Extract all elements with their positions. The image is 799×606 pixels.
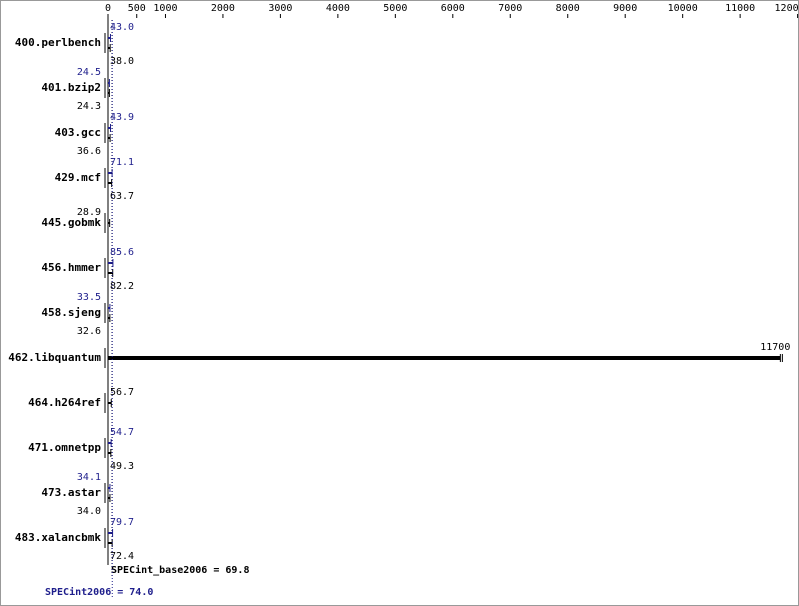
bar bbox=[108, 137, 111, 139]
bar bbox=[108, 307, 110, 309]
category-label: 445.gobmk bbox=[41, 216, 101, 229]
bar bbox=[108, 497, 110, 499]
category-label: 464.h264ref bbox=[28, 396, 101, 409]
value-label: 32.6 bbox=[77, 326, 101, 337]
x-tick-label: 4000 bbox=[326, 3, 350, 14]
bar bbox=[108, 37, 111, 39]
bar bbox=[108, 272, 113, 274]
value-label: 43.0 bbox=[110, 22, 134, 33]
value-label: 54.7 bbox=[110, 427, 134, 438]
value-label: 28.9 bbox=[77, 207, 101, 218]
value-label: 24.5 bbox=[77, 67, 101, 78]
value-label: 56.7 bbox=[110, 387, 134, 398]
value-label: 71.1 bbox=[110, 157, 134, 168]
category-label: 471.omnetpp bbox=[28, 441, 101, 454]
value-label: 36.6 bbox=[77, 146, 101, 157]
category-label: 473.astar bbox=[41, 486, 101, 499]
x-tick-label: 5000 bbox=[383, 3, 407, 14]
value-label: 79.7 bbox=[110, 517, 134, 528]
value-label: 11700 bbox=[760, 342, 790, 353]
value-label: 85.6 bbox=[110, 247, 134, 258]
category-label: 400.perlbench bbox=[15, 36, 101, 49]
bar bbox=[108, 532, 113, 534]
category-label: 483.xalancbmk bbox=[15, 531, 101, 544]
value-label: 63.7 bbox=[110, 191, 134, 202]
x-tick-label: 10000 bbox=[668, 3, 698, 14]
value-label: 38.0 bbox=[110, 56, 134, 67]
value-label: 34.0 bbox=[77, 506, 101, 517]
bar bbox=[108, 127, 111, 129]
x-tick-label: 500 bbox=[128, 3, 146, 14]
value-label: 34.1 bbox=[77, 472, 101, 483]
reference-label: SPECint_base2006 = 69.8 bbox=[111, 564, 249, 576]
bar bbox=[108, 542, 113, 544]
bar bbox=[108, 82, 110, 84]
value-label: 72.4 bbox=[110, 551, 134, 562]
bar bbox=[108, 402, 112, 404]
value-label: 82.2 bbox=[110, 281, 134, 292]
bar bbox=[108, 487, 110, 489]
bar bbox=[108, 222, 110, 224]
value-label: 49.3 bbox=[110, 461, 134, 472]
bar bbox=[108, 317, 110, 319]
bar bbox=[108, 172, 113, 174]
x-tick-label: 6000 bbox=[441, 3, 465, 14]
x-tick-label: 0 bbox=[105, 3, 111, 14]
bar bbox=[108, 356, 781, 360]
category-label: 403.gcc bbox=[55, 126, 101, 139]
x-tick-label: 8000 bbox=[556, 3, 580, 14]
x-tick-label: 3000 bbox=[268, 3, 292, 14]
value-label: 24.3 bbox=[77, 101, 101, 112]
category-label: 429.mcf bbox=[55, 171, 101, 184]
x-tick-label: 7000 bbox=[498, 3, 522, 14]
bar bbox=[108, 442, 112, 444]
category-label: 462.libquantum bbox=[8, 351, 101, 364]
category-label: 458.sjeng bbox=[41, 306, 101, 319]
bar bbox=[108, 47, 111, 49]
x-tick-label: 1000 bbox=[153, 3, 177, 14]
category-label: 456.hmmer bbox=[41, 261, 101, 274]
x-tick-label: 11000 bbox=[725, 3, 755, 14]
reference-label: SPECint2006 = 74.0 bbox=[45, 586, 153, 598]
value-label: 43.9 bbox=[110, 112, 134, 123]
bar bbox=[108, 182, 112, 184]
bar bbox=[108, 92, 110, 94]
x-tick-label: 12000 bbox=[775, 3, 799, 14]
bar bbox=[108, 262, 113, 264]
value-label: 33.5 bbox=[77, 292, 101, 303]
bar bbox=[108, 452, 111, 454]
category-label: 401.bzip2 bbox=[41, 81, 101, 94]
x-tick-label: 2000 bbox=[211, 3, 235, 14]
x-tick-label: 9000 bbox=[613, 3, 637, 14]
